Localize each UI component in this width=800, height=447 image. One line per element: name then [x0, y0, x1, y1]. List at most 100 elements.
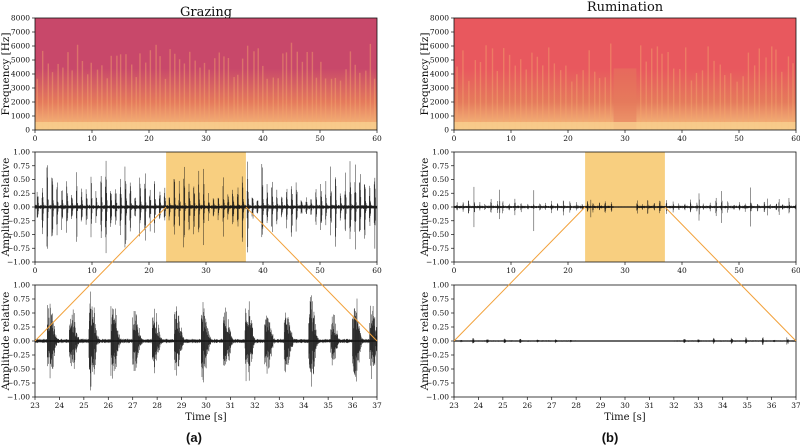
- spectral-event-streak: [559, 70, 562, 130]
- y-tick-label: −0.25: [426, 216, 449, 225]
- low-frequency-band: [35, 122, 377, 130]
- spectral-event-streak: [96, 69, 99, 130]
- spectral-event-streak: [125, 54, 127, 130]
- spectral-event-streak: [203, 62, 206, 130]
- x-tick-label: 30: [620, 266, 630, 275]
- spectral-event-streak: [542, 65, 544, 130]
- y-tick-label: −0.50: [426, 230, 449, 239]
- spectral-event-streak: [485, 45, 487, 130]
- y-tick-label: −0.50: [7, 365, 30, 374]
- x-tick-label: 27: [128, 401, 138, 410]
- spectral-event-streak: [87, 74, 89, 130]
- spectral-event-streak: [576, 74, 578, 130]
- spectral-event-streak: [36, 78, 38, 130]
- spectral-event-streak: [290, 42, 293, 130]
- x-tick-label: 35: [742, 401, 752, 410]
- spectral-event-streak: [272, 77, 275, 130]
- spectral-event-streak: [514, 65, 516, 130]
- y-tick-label: 0.75: [13, 161, 30, 170]
- y-axis-label: Amplitude relative: [419, 158, 431, 258]
- x-tick-label: 26: [523, 401, 533, 410]
- spectral-event-streak: [456, 66, 458, 130]
- spectral-event-streak: [178, 59, 181, 130]
- spectral-event-streak: [277, 78, 279, 130]
- y-tick-label: 1.00: [13, 281, 30, 290]
- spectral-event-streak: [736, 81, 738, 130]
- y-axis-label: Frequency [Hz]: [419, 32, 431, 115]
- x-tick-label: 25: [498, 401, 508, 410]
- x-tick-label: 0: [452, 134, 457, 143]
- spectral-event-streak: [604, 77, 606, 130]
- x-tick-label: 32: [250, 401, 260, 410]
- spectral-event-streak: [369, 43, 372, 130]
- y-tick-label: 0.50: [13, 175, 30, 184]
- spectral-event-streak: [571, 81, 573, 130]
- spectral-event-streak: [106, 78, 108, 130]
- spectral-event-streak: [672, 68, 675, 130]
- x-tick-label: 50: [734, 134, 744, 143]
- y-tick-label: −0.25: [426, 351, 449, 360]
- y-tick-label: 1.00: [432, 148, 449, 157]
- y-tick-label: −1.00: [7, 393, 30, 402]
- rumination-title: Rumination: [587, 0, 664, 15]
- y-tick-label: 2000: [11, 98, 30, 107]
- spectral-event-streak: [119, 54, 122, 130]
- y-tick-label: 0.25: [432, 323, 449, 332]
- y-tick-label: 1000: [11, 112, 30, 121]
- spectral-event-streak: [701, 70, 704, 130]
- spectral-event-streak: [169, 49, 171, 130]
- spectral-event-streak: [324, 78, 327, 130]
- spectral-event-streak: [131, 64, 133, 130]
- spectral-event-streak: [301, 61, 304, 130]
- spectral-event-streak: [223, 56, 225, 131]
- y-tick-label: 0.25: [13, 323, 30, 332]
- y-tick-label: 7000: [430, 28, 449, 37]
- spectral-event-streak: [101, 65, 103, 130]
- spectral-event-streak: [139, 53, 141, 130]
- x-tick-label: 26: [104, 401, 114, 410]
- y-tick-label: 0.00: [432, 337, 449, 346]
- x-tick-label: 20: [563, 134, 573, 143]
- spectral-event-streak: [792, 63, 794, 130]
- spectral-event-streak: [81, 60, 84, 131]
- y-tick-label: 1.00: [13, 148, 30, 157]
- spectral-event-streak: [145, 62, 147, 130]
- spectral-event-streak: [183, 63, 186, 131]
- x-tick-label: 40: [677, 134, 687, 143]
- spectral-event-streak: [159, 56, 161, 131]
- x-tick-label: 50: [315, 134, 325, 143]
- spectral-event-streak: [330, 78, 333, 130]
- y-tick-label: −0.75: [7, 244, 30, 253]
- spectral-event-streak: [67, 52, 69, 130]
- zoom-connector-right: [245, 206, 378, 342]
- x-tick-label: 34: [299, 401, 309, 410]
- spectral-event-streak: [781, 71, 783, 130]
- grazing-zoom-panel: 23 24 25 26 27 28 29 30 31 32 33 34 35 36 37 −1.00 −0.75…: [0, 281, 382, 424]
- spectral-event-streak: [227, 57, 230, 130]
- spectral-event-streak: [742, 76, 744, 130]
- x-tick-label: 10: [506, 266, 516, 275]
- spectral-event-streak: [491, 48, 494, 130]
- y-tick-label: −0.25: [7, 351, 30, 360]
- spectrogram-background: [35, 18, 377, 130]
- y-tick-label: 0.75: [432, 295, 449, 304]
- x-tick-label: 30: [201, 134, 211, 143]
- spectral-event-streak: [765, 57, 767, 130]
- x-tick-label: 33: [275, 401, 285, 410]
- spectral-event-streak: [582, 70, 584, 130]
- spectral-event-streak: [531, 52, 533, 131]
- spectral-event-streak: [253, 51, 255, 130]
- spectral-event-streak: [610, 43, 612, 131]
- spectral-event-streak: [462, 50, 464, 131]
- spectral-event-streak: [548, 47, 550, 130]
- y-tick-label: −0.50: [426, 365, 449, 374]
- y-axis-label: Amplitude relative: [0, 158, 12, 258]
- y-tick-label: 4000: [11, 70, 30, 79]
- spectral-event-streak: [233, 77, 235, 130]
- spectral-event-streak: [775, 49, 777, 130]
- x-tick-label: 40: [258, 266, 268, 275]
- x-tick-label: 37: [372, 401, 382, 410]
- spectral-event-streak: [354, 64, 356, 130]
- x-tick-label: 31: [645, 401, 655, 410]
